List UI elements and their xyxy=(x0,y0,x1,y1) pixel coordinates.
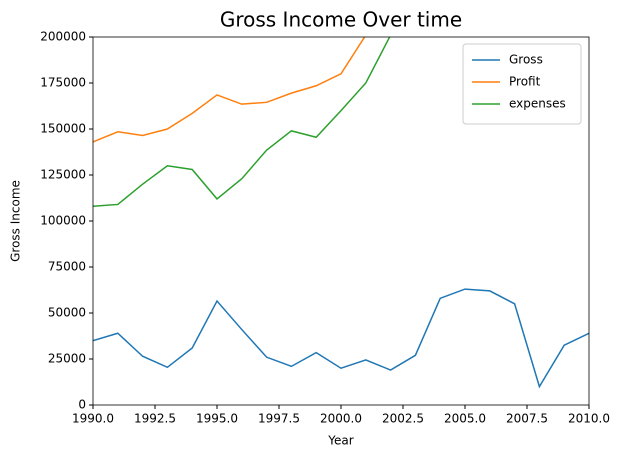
y-tick-label: 100000 xyxy=(40,214,86,228)
x-tick-label: 1997.5 xyxy=(258,412,300,426)
y-tick-label: 0 xyxy=(78,398,86,412)
x-tick-label: 2010.0 xyxy=(568,412,610,426)
chart-title: Gross Income Over time xyxy=(220,8,462,32)
y-axis-label: Gross Income xyxy=(9,180,23,262)
x-tick-label: 2005.0 xyxy=(444,412,486,426)
legend-label: Gross xyxy=(509,53,543,67)
plot-frame xyxy=(92,36,590,406)
line-series xyxy=(93,37,366,143)
x-tick-label: 2007.5 xyxy=(506,412,548,426)
y-tick-label: 200000 xyxy=(40,30,86,44)
line-series xyxy=(93,288,589,389)
line-series xyxy=(93,37,391,208)
x-tick-label: 1992.5 xyxy=(134,412,176,426)
y-tick-label: 50000 xyxy=(48,306,86,320)
plot-area xyxy=(93,37,589,389)
y-tick-label: 25000 xyxy=(48,352,86,366)
legend-label: Profit xyxy=(509,75,541,89)
y-tick-label: 75000 xyxy=(48,260,86,274)
x-tick-label: 2002.5 xyxy=(382,412,424,426)
x-tick-label: 2000.0 xyxy=(320,412,362,426)
x-tick-label: 1995.0 xyxy=(196,412,238,426)
x-axis-label: Year xyxy=(327,434,353,448)
y-tick-label: 175000 xyxy=(40,76,86,90)
y-tick-label: 150000 xyxy=(40,122,86,136)
x-tick-label: 1990.0 xyxy=(72,412,114,426)
y-tick-label: 125000 xyxy=(40,168,86,182)
legend-label: expenses xyxy=(509,97,566,111)
